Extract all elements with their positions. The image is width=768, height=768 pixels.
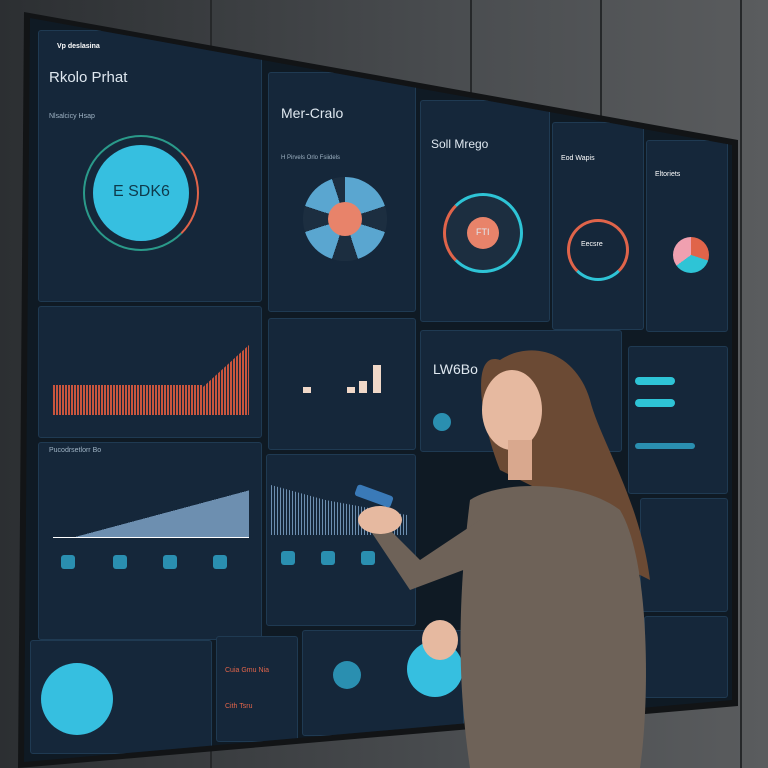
bar (373, 365, 381, 393)
panel-title: Rkolo Prhat (49, 69, 128, 86)
neck (508, 440, 532, 480)
gauge-circle (93, 145, 189, 241)
panel-ring[interactable]: Eod Wapis Eecsre (552, 122, 644, 330)
panel-title: Eltoriets (655, 171, 681, 178)
panel-pie[interactable]: Eltoriets (646, 140, 728, 332)
panel-title: Soll Mrego (431, 137, 489, 151)
hand (358, 506, 402, 534)
wall-seam (740, 0, 742, 768)
bar (347, 387, 355, 393)
panel-small[interactable] (644, 616, 728, 698)
panel-donut[interactable]: Mer-Cralo H Pirvels Orlo Fsiidels (268, 72, 416, 312)
face (482, 370, 542, 450)
phone (354, 484, 394, 508)
toggle[interactable] (635, 377, 675, 385)
panel-title: Cuia Gmu Nia (225, 667, 269, 674)
gallery-icon[interactable] (41, 663, 113, 735)
panel-column-chart[interactable] (268, 318, 416, 450)
panel-toggles[interactable] (628, 346, 728, 494)
toggle[interactable] (635, 399, 675, 407)
panel-title: Mer-Cralo (281, 105, 344, 121)
panel-subtitle: Cith Tsru (225, 703, 253, 710)
app-icon[interactable] (361, 551, 375, 565)
other-hand (422, 620, 458, 660)
gauge-center (467, 217, 499, 249)
app-icon[interactable] (321, 551, 335, 565)
area-chart (53, 473, 249, 538)
panel-photo[interactable] (30, 640, 212, 754)
bar (359, 381, 367, 393)
gauge-ring (567, 219, 629, 281)
panel-bar-chart[interactable] (38, 306, 262, 438)
panel-gauge[interactable]: Soll Mrego FTI (420, 100, 550, 322)
panel-overview[interactable]: Vp deslasina Rkolo Prhat Nlsalcicy Hsap … (38, 30, 262, 302)
panel-title: Pucodrsetlorr Bo (49, 447, 102, 454)
bar-area (53, 327, 249, 415)
panel-subtitle: H Pirvels Orlo Fsiidels (281, 155, 341, 161)
bars (53, 385, 203, 415)
bar (303, 387, 311, 393)
app-icon[interactable] (61, 555, 75, 569)
panel-text[interactable]: Cuia Gmu Nia Cith Tsru (216, 636, 298, 742)
panel-spark-chart[interactable] (266, 454, 416, 626)
slider[interactable] (635, 443, 695, 449)
gauge-value: Eecsre (581, 241, 603, 248)
donut-center (328, 202, 362, 236)
sweater (460, 486, 646, 768)
gauge-value: FTI (476, 227, 490, 237)
pie-chart (673, 237, 709, 273)
app-icon[interactable] (281, 551, 295, 565)
panel-subtitle: Nlsalcicy Hsap (49, 113, 95, 120)
panel-title: Eod Wapis (561, 155, 595, 162)
app-icon[interactable] (213, 555, 227, 569)
action-icon[interactable] (333, 661, 361, 689)
app-icon[interactable] (113, 555, 127, 569)
panel-area-chart[interactable]: Pucodrsetlorr Bo (38, 442, 262, 640)
panel-value: LW6Bo (433, 361, 478, 377)
brand-label: Vp deslasina (57, 43, 100, 50)
gauge-value: E SDK6 (113, 183, 170, 200)
gauge-ring (83, 135, 199, 251)
app-icon[interactable] (163, 555, 177, 569)
circle-icon (433, 413, 451, 431)
arm (370, 520, 490, 590)
